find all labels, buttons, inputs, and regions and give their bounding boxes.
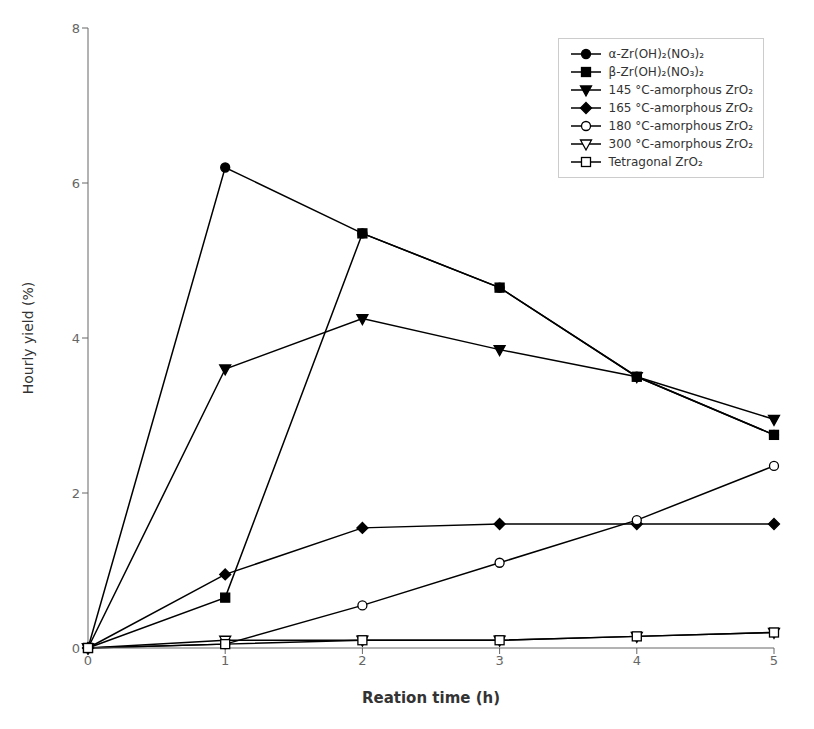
svg-text:8: 8 <box>72 21 80 36</box>
svg-text:Reation time (h): Reation time (h) <box>362 689 500 707</box>
svg-text:6: 6 <box>72 176 80 191</box>
svg-text:1: 1 <box>221 653 229 668</box>
html-text:α-Zr(OH)₂(NO₃)₂: α-Zr(OH)₂(NO₃)₂ <box>608 47 704 61</box>
svg-text:3: 3 <box>495 653 503 668</box>
svg-text:5: 5 <box>770 653 778 668</box>
svg-text:4: 4 <box>72 331 80 346</box>
html-text:300 °C-amorphous ZrO₂: 300 °C-amorphous ZrO₂ <box>608 137 753 151</box>
svg-text:2: 2 <box>358 653 366 668</box>
html-text:165 °C-amorphous ZrO₂: 165 °C-amorphous ZrO₂ <box>608 101 753 115</box>
html-text:145 °C-amorphous ZrO₂: 145 °C-amorphous ZrO₂ <box>608 83 753 97</box>
html-text:β-Zr(OH)₂(NO₃)₂: β-Zr(OH)₂(NO₃)₂ <box>608 65 704 79</box>
svg-text:Hourly yield (%): Hourly yield (%) <box>20 282 36 395</box>
svg-text:0: 0 <box>84 653 92 668</box>
svg-text:4: 4 <box>633 653 641 668</box>
svg-text:2: 2 <box>72 486 80 501</box>
svg-text:0: 0 <box>72 641 80 656</box>
html-text:Tetragonal ZrO₂: Tetragonal ZrO₂ <box>608 155 703 169</box>
html-text:180 °C-amorphous ZrO₂: 180 °C-amorphous ZrO₂ <box>608 119 753 133</box>
